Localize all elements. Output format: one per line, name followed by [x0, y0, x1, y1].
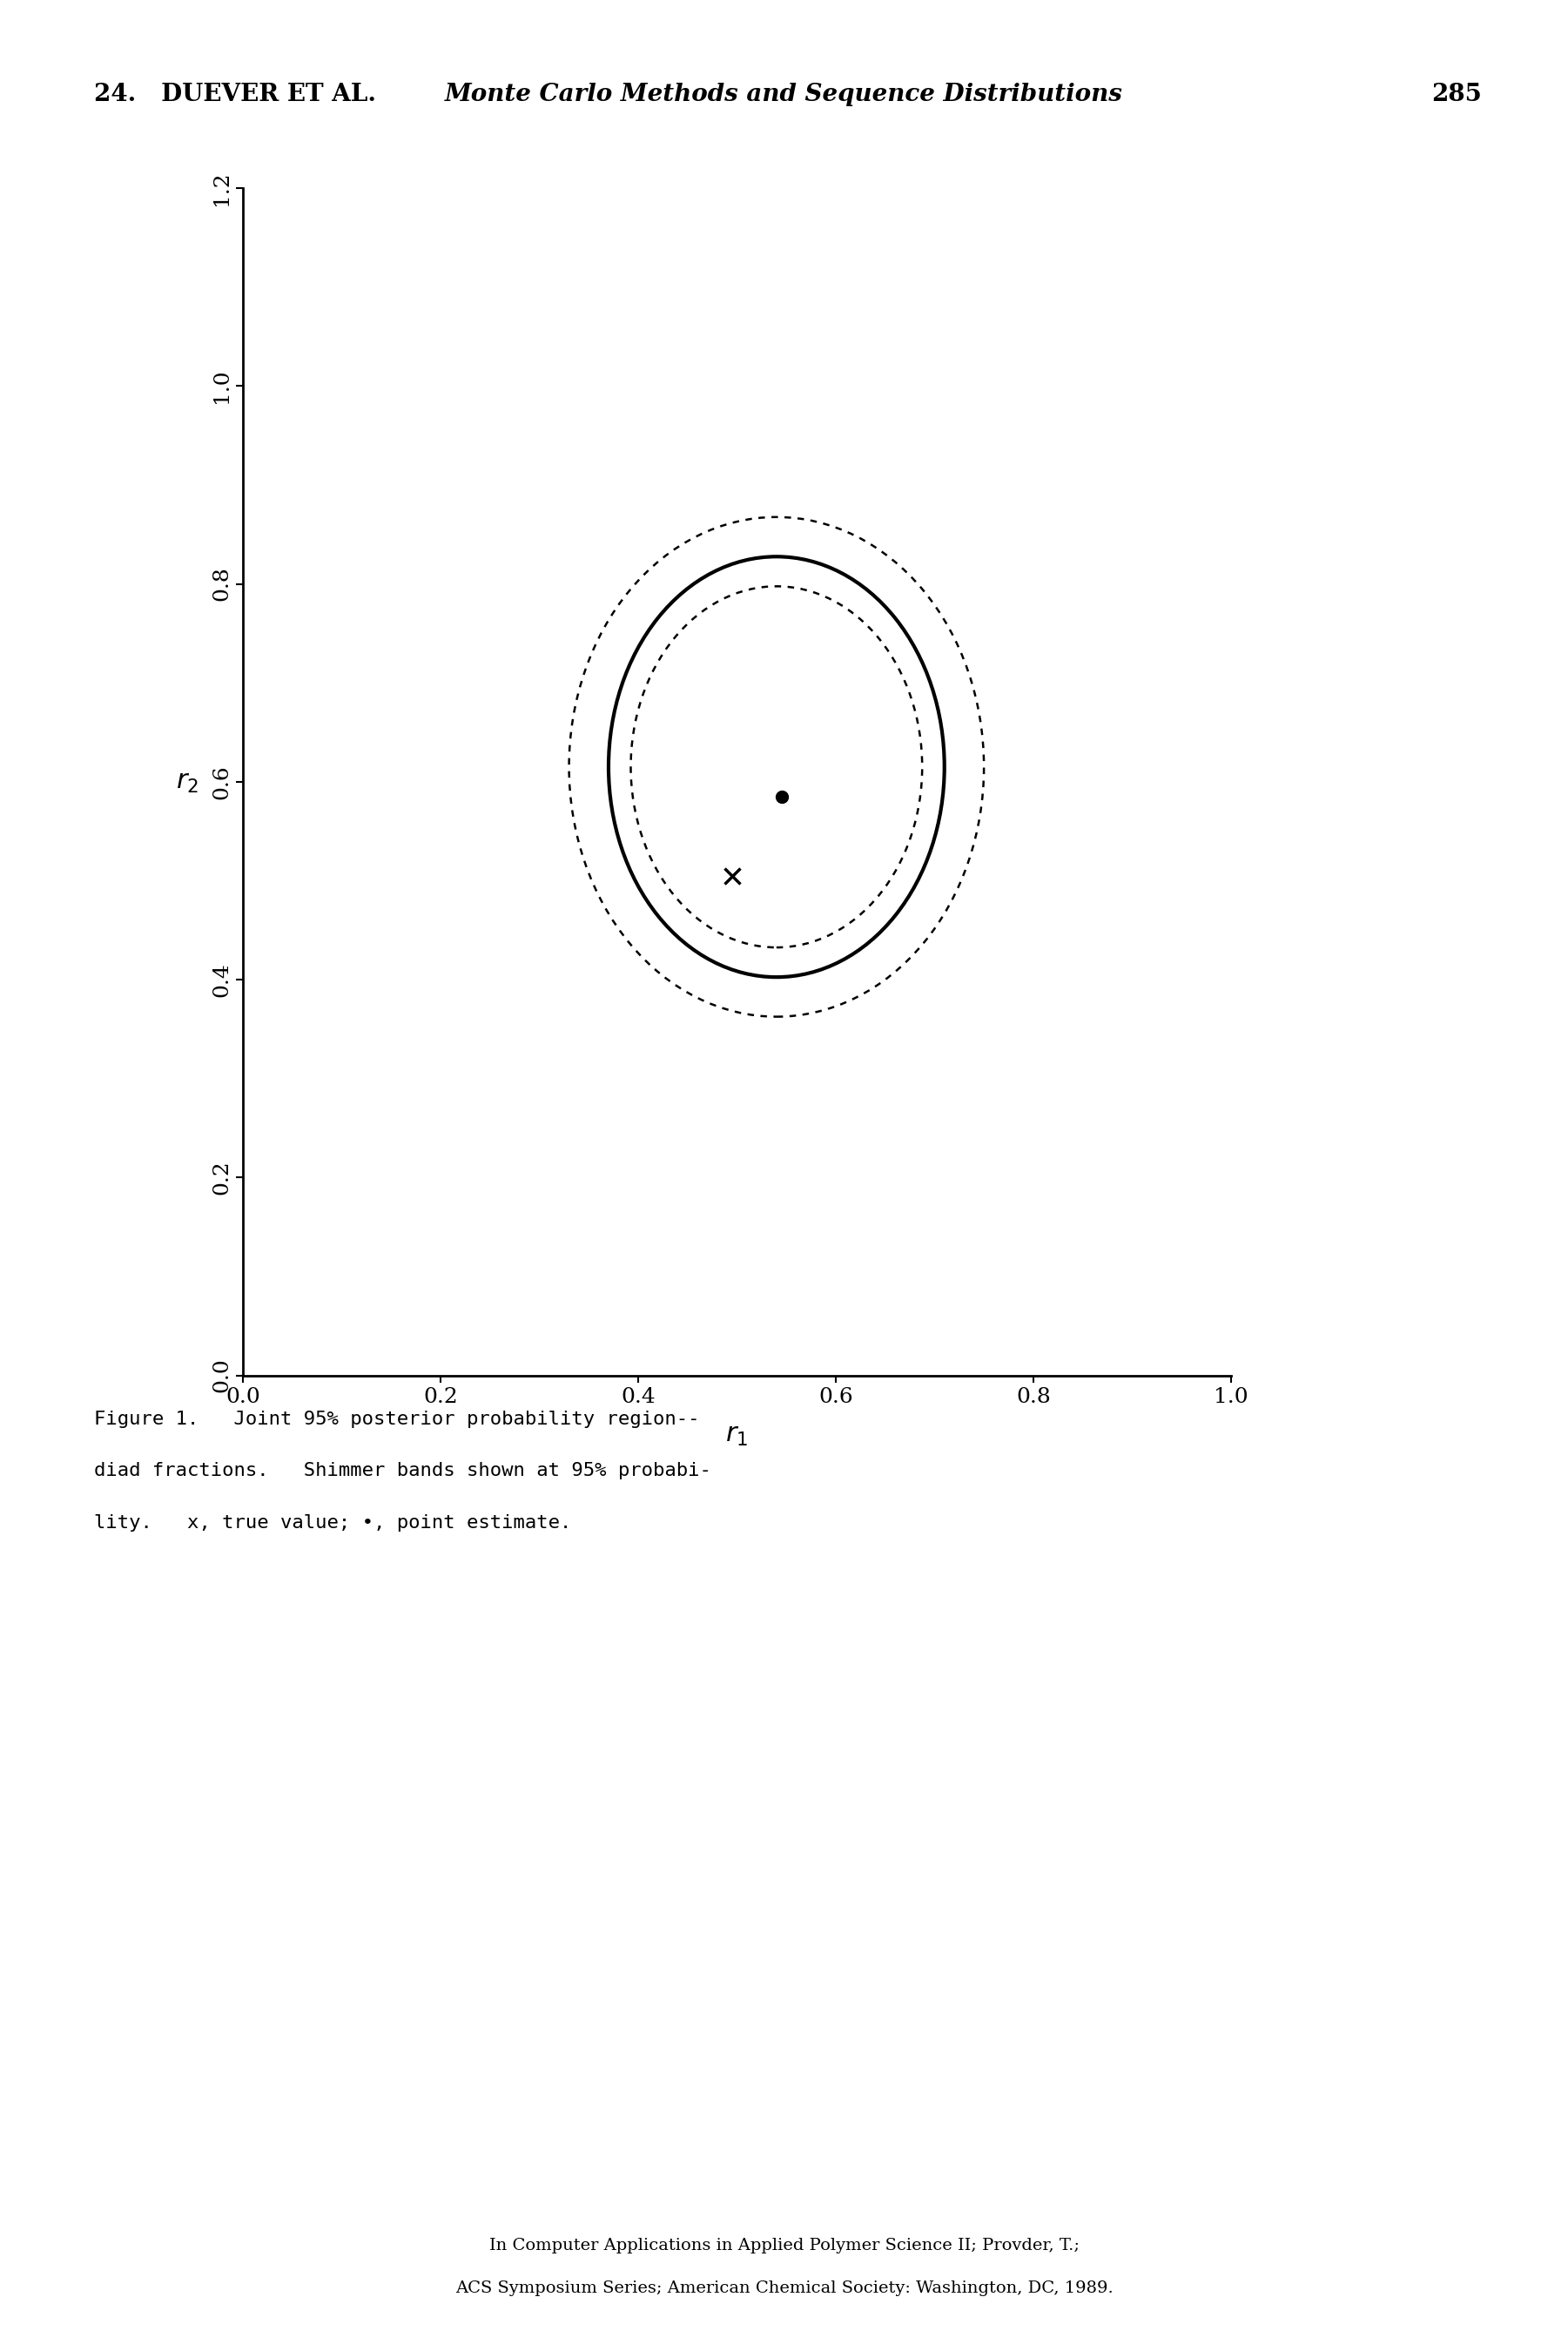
Text: 285: 285 [1432, 82, 1482, 106]
Text: In Computer Applications in Applied Polymer Science II; Provder, T.;: In Computer Applications in Applied Poly… [489, 2238, 1079, 2255]
Text: diad fractions.   Shimmer bands shown at 95% probabi-: diad fractions. Shimmer bands shown at 9… [94, 1462, 712, 1479]
Text: Figure 1.   Joint 95% posterior probability region--: Figure 1. Joint 95% posterior probabilit… [94, 1411, 699, 1427]
Text: ACS Symposium Series; American Chemical Society: Washington, DC, 1989.: ACS Symposium Series; American Chemical … [455, 2280, 1113, 2297]
Text: lity.   x, true value; •, point estimate.: lity. x, true value; •, point estimate. [94, 1514, 571, 1531]
Text: 24.   DUEVER ET AL.: 24. DUEVER ET AL. [94, 82, 376, 106]
Text: Monte Carlo Methods and Sequence Distributions: Monte Carlo Methods and Sequence Distrib… [445, 82, 1123, 106]
Y-axis label: $r_2$: $r_2$ [176, 769, 199, 795]
X-axis label: $r_1$: $r_1$ [726, 1422, 748, 1448]
